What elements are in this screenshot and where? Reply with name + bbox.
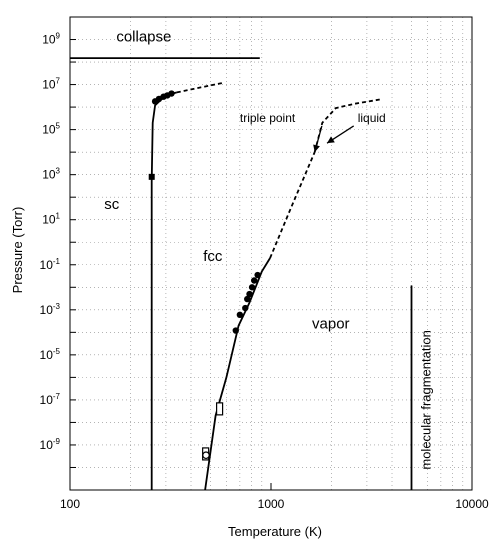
data-point-filled-circle	[232, 327, 239, 334]
sublimation-extension	[269, 151, 316, 259]
data-point-filled-circle	[246, 290, 253, 298]
region-label: fcc	[203, 248, 223, 265]
points-layer	[148, 90, 261, 461]
region-label: collapse	[116, 29, 171, 46]
labels-layer: collapse sc fcc vapor molecular fragmentatio…	[104, 29, 433, 470]
y-tick-label: 10-1	[40, 257, 61, 272]
liquid-vapor-curve	[313, 98, 381, 153]
grid-layer	[70, 17, 472, 490]
y-tick-label: 109	[42, 32, 60, 47]
region-label: vapor	[312, 315, 350, 332]
x-tick-label: 1000	[258, 497, 285, 511]
x-axis-title: Temperature (K)	[228, 524, 322, 539]
data-point-filled-circle	[251, 277, 258, 284]
data-point-filled-circle	[254, 271, 261, 279]
annotation-label: liquid	[358, 111, 386, 125]
x-tick-label: 10000	[455, 497, 489, 511]
data-point-filled-square	[148, 173, 155, 180]
data-point-filled-circle	[236, 311, 244, 319]
x-tick-label: 100	[60, 497, 80, 511]
y-tick-label: 101	[42, 212, 60, 227]
region-label: molecular fragmentation	[418, 330, 433, 469]
ticks-layer: 109 107 105 103 101 10-1 10-3 10-5 10-7 10-9 100 10…	[40, 32, 489, 511]
y-axis-title: Pressure (Torr)	[10, 207, 25, 294]
y-tick-label: 10-7	[40, 392, 61, 407]
data-point-open-circle	[202, 451, 210, 460]
sublimation-curve	[204, 257, 271, 491]
y-tick-label: 105	[42, 122, 60, 137]
y-tick-label: 107	[42, 77, 60, 92]
y-tick-label: 10-5	[40, 347, 61, 362]
y-tick-label: 103	[42, 167, 60, 182]
y-tick-label: 10-9	[40, 437, 61, 452]
sc-fcc-boundary	[150, 91, 178, 490]
annotation-arrowhead	[327, 136, 335, 144]
data-point-filled-circle	[168, 90, 175, 97]
data-point-filled-circle	[244, 295, 251, 303]
annotation-arrowhead	[313, 144, 320, 153]
data-point-filled-circle	[248, 284, 256, 291]
data-point-filled-circle	[242, 304, 249, 312]
region-label: sc	[104, 196, 120, 213]
data-point-open-square	[216, 402, 224, 416]
y-tick-label: 10-3	[40, 302, 61, 317]
sc-fcc-extension	[176, 81, 224, 94]
annotation-label: triple point	[240, 111, 296, 125]
